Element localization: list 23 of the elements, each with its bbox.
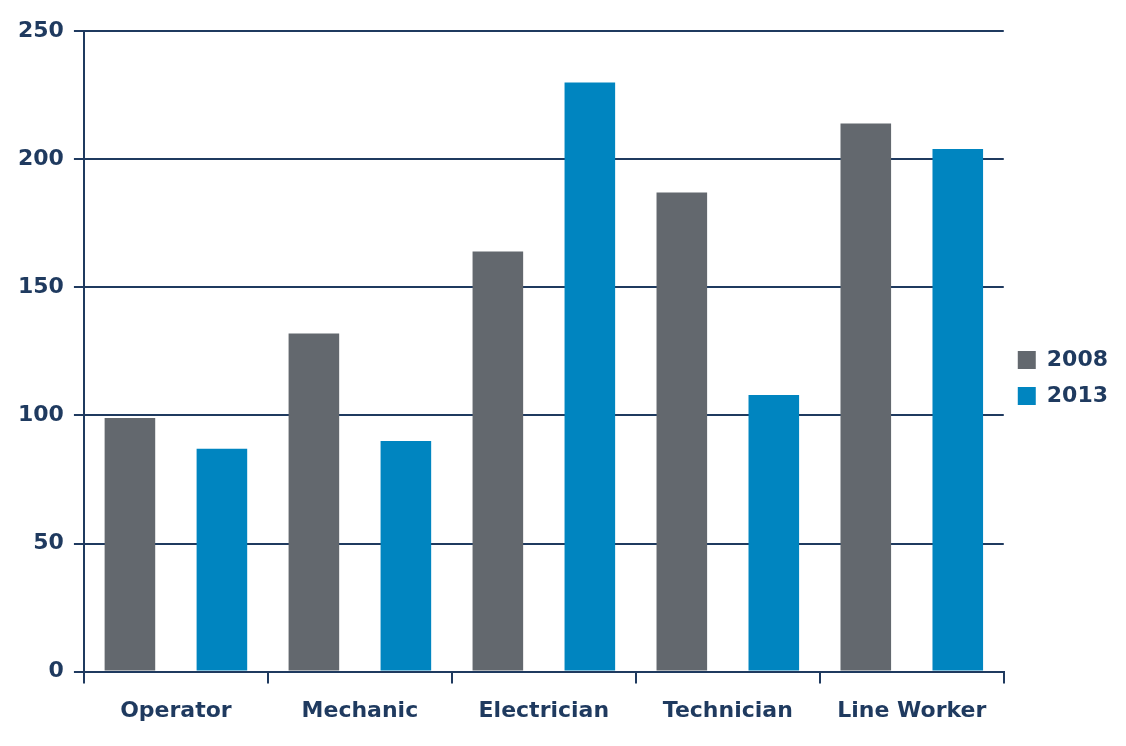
- bar: [288, 333, 340, 671]
- x-tick-label: Operator: [120, 696, 232, 722]
- x-tick-label: Technician: [662, 696, 793, 722]
- bar: [380, 441, 432, 671]
- bar: [656, 192, 708, 671]
- x-tick-label: Line Worker: [837, 696, 987, 722]
- bar: [196, 448, 248, 671]
- y-tick-label: 200: [17, 145, 64, 170]
- bar: [472, 251, 524, 671]
- bar: [748, 394, 800, 671]
- y-tick-label: 150: [17, 273, 64, 299]
- x-tick-label: Electrician: [478, 696, 610, 722]
- x-tick-label: Mechanic: [301, 696, 419, 722]
- y-tick-label: 250: [17, 16, 64, 42]
- bar: [564, 82, 616, 671]
- y-tick-label: 50: [33, 529, 64, 555]
- bar: [932, 149, 984, 671]
- bar: [840, 123, 892, 671]
- y-tick-label: 0: [48, 657, 64, 683]
- legend-label: 2013: [1046, 381, 1108, 407]
- legend-label: 2008: [1046, 345, 1108, 371]
- y-tick-label: 100: [17, 401, 64, 427]
- bar: [104, 418, 156, 671]
